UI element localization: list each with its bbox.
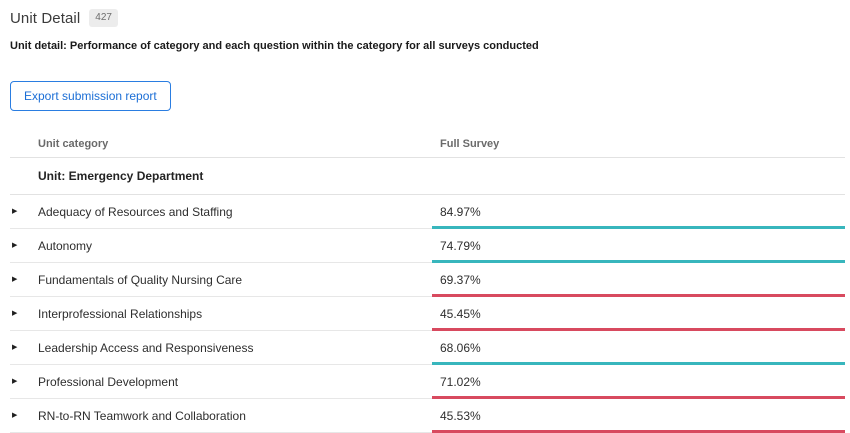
table-row: ▶ Fundamentals of Quality Nursing Care 6… <box>10 263 845 297</box>
page-description: Unit detail: Performance of category and… <box>10 40 539 52</box>
page-header: Unit Detail 427 <box>10 8 845 28</box>
score-underline-bar <box>432 362 845 365</box>
response-count-badge: 427 <box>89 9 118 27</box>
category-label: Interprofessional Relationships <box>38 306 203 321</box>
export-submission-report-button[interactable]: Export submission report <box>10 81 171 111</box>
expand-arrow-icon[interactable]: ▶ <box>12 208 18 215</box>
score-underline-bar <box>432 430 845 433</box>
table-row: ▶ Autonomy 74.79% <box>10 229 845 263</box>
category-label: RN-to-RN Teamwork and Collaboration <box>38 408 246 423</box>
expand-arrow-icon[interactable]: ▶ <box>12 242 18 249</box>
table-row: ▶ Professional Development 71.02% <box>10 365 845 399</box>
expand-arrow-icon[interactable]: ▶ <box>12 310 18 317</box>
column-header-full-survey: Full Survey <box>440 137 500 150</box>
expand-arrow-icon[interactable]: ▶ <box>12 276 18 283</box>
score-underline-bar <box>432 226 845 229</box>
score-underline-bar <box>432 328 845 331</box>
score-value: 45.45% <box>440 306 481 321</box>
category-label: Leadership Access and Responsiveness <box>38 340 254 355</box>
page-title: Unit Detail <box>10 9 81 27</box>
group-header-label: Unit: Emergency Department <box>38 169 204 183</box>
table-row: ▶ RN-to-RN Teamwork and Collaboration 45… <box>10 399 845 433</box>
table-row: ▶ Interprofessional Relationships 45.45% <box>10 297 845 331</box>
table-body: ▶ Adequacy of Resources and Staffing 84.… <box>10 195 845 433</box>
table-group-row: Unit: Emergency Department <box>10 158 845 195</box>
score-value: 45.53% <box>440 408 481 423</box>
table-row: ▶ Adequacy of Resources and Staffing 84.… <box>10 195 845 229</box>
table-row: ▶ Leadership Access and Responsiveness 6… <box>10 331 845 365</box>
score-underline-bar <box>432 396 845 399</box>
category-label: Autonomy <box>38 238 93 253</box>
expand-arrow-icon[interactable]: ▶ <box>12 344 18 351</box>
score-value: 69.37% <box>440 272 481 287</box>
column-header-unit-category: Unit category <box>38 137 109 150</box>
score-value: 71.02% <box>440 374 481 389</box>
score-value: 74.79% <box>440 238 481 253</box>
table-header-row: Unit category Full Survey <box>10 130 845 158</box>
category-label: Adequacy of Resources and Staffing <box>38 204 233 219</box>
category-label: Professional Development <box>38 374 179 389</box>
expand-arrow-icon[interactable]: ▶ <box>12 412 18 419</box>
unit-detail-table: Unit category Full Survey Unit: Emergenc… <box>10 130 845 433</box>
score-value: 68.06% <box>440 340 481 355</box>
category-label: Fundamentals of Quality Nursing Care <box>38 272 243 287</box>
score-underline-bar <box>432 260 845 263</box>
score-underline-bar <box>432 294 845 297</box>
score-value: 84.97% <box>440 204 481 219</box>
expand-arrow-icon[interactable]: ▶ <box>12 378 18 385</box>
